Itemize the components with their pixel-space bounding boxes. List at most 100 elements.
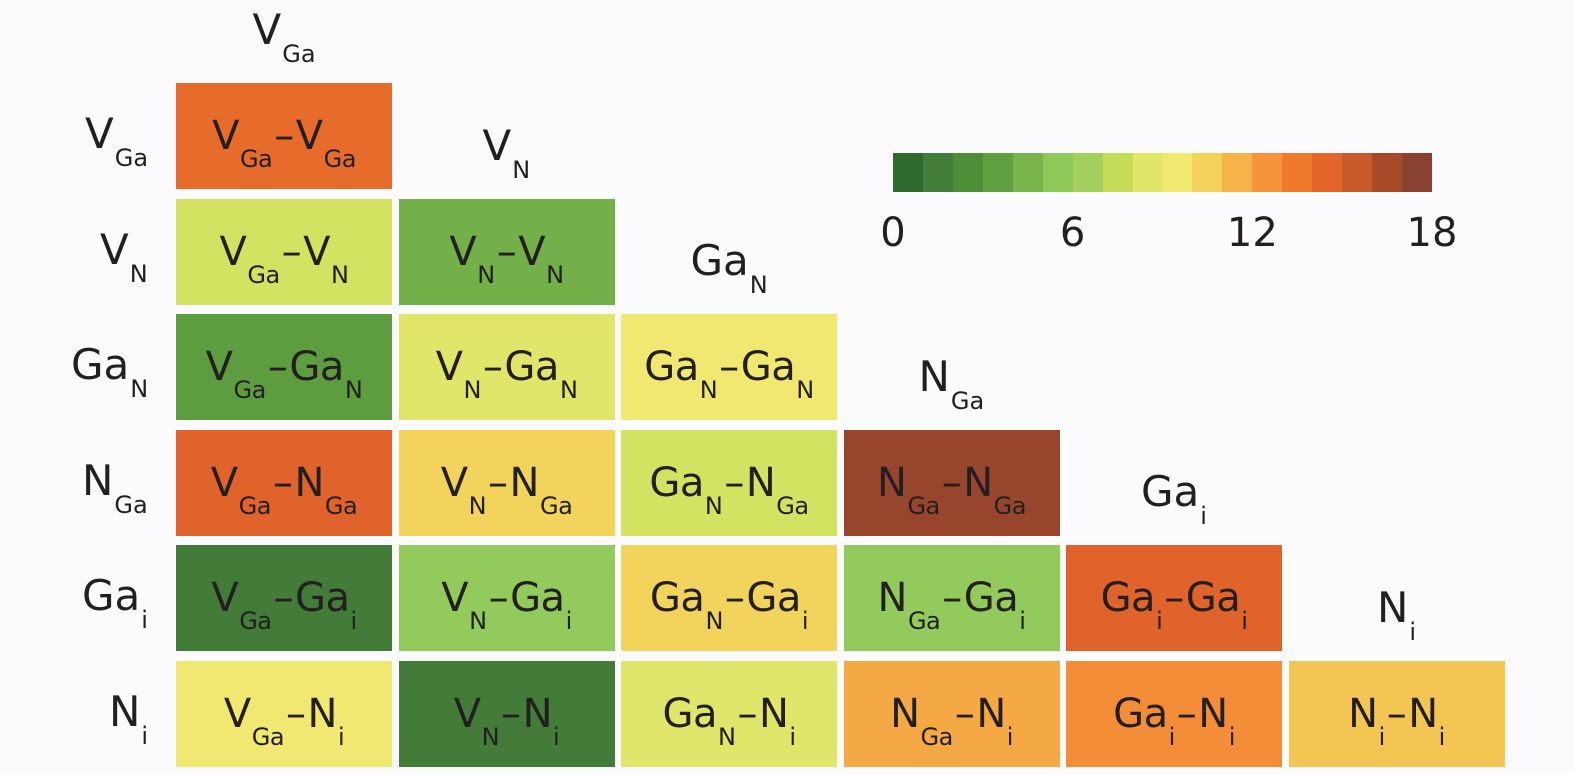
column-label-subscript: N [749,271,768,299]
cell-label: GaN–NGa [649,459,809,520]
cell-right-species-base: N [758,690,789,737]
heatmap-cell-Gai-Gai: Gai–Gai [1066,545,1282,651]
cell-left-species-base: V [210,459,238,506]
column-label-VGa: VGa [252,5,316,68]
heatmap-cell-Gai-VGa: VGa–Gai [176,545,392,651]
row-label-base: V [85,109,114,158]
row-label-subscript: N [129,259,148,288]
cell-label: NGa–NGa [877,459,1026,520]
cell-right-species-subscript: N [344,376,363,404]
cell-left-species-subscript: Ga [238,491,272,520]
cell-left-species-base: N [877,459,907,506]
cell-left-species-subscript: i [1168,722,1176,751]
pair-dash: – [724,459,744,506]
cell-left-species-subscript: N [477,260,495,289]
cell-right-species-subscript: i [1438,722,1446,751]
row-label-subscript: i [141,721,149,750]
heatmap-cell-Ni-NGa: NGa–Ni [843,660,1060,767]
column-label-subscript: Ga [950,386,985,415]
cell-right-species-subscript: Ga [323,145,357,173]
heatmap-cell-Ni-GaN: GaN–Ni [621,660,837,767]
cell-right-species-base: N [509,459,540,506]
colorbar-swatch-6 [1072,153,1103,192]
cell-left-species-base: V [212,113,239,159]
pair-dash: – [286,690,306,737]
pair-dash: – [267,344,288,390]
heatmap-cell-Ni-Ni: Ni–Ni [1288,660,1505,767]
cell-right-species-subscript: i [789,722,796,751]
pair-dash: – [724,575,745,621]
pair-dash: – [488,459,508,506]
heatmap-cell-Ni-VN: VN–Ni [398,660,615,767]
colorbar-swatch-15 [1342,153,1372,192]
cell-left-species-base: V [205,344,233,390]
cell-label: VN–Gai [441,575,572,635]
cell-right-species-base: Ga [746,575,801,621]
cell-right-species-base: N [963,459,993,506]
cell-left-species-base: V [435,344,463,390]
cell-left-species-base: V [211,575,239,621]
cell-left-species-subscript: N [468,491,487,520]
pair-dash: – [1176,690,1197,737]
cell-right-species-base: V [295,113,323,159]
colorbar-tick-18: 18 [1406,210,1458,256]
cell-left-species-base: Ga [649,459,704,506]
cell-label: VGa–VN [219,228,349,289]
column-label-subscript: N [512,155,531,184]
cell-left-species-subscript: N [463,376,481,404]
column-label-base: Ga [1141,467,1200,516]
cell-right-species-subscript: N [559,376,578,404]
colorbar-swatch-16 [1372,153,1402,192]
pair-dash: – [281,228,302,275]
cell-label: NGa–Ni [890,691,1013,751]
column-label-base: V [252,5,282,54]
cell-label: GaN–GaN [644,344,814,404]
cell-label: GaN–Ni [662,690,796,751]
cell-label: VN–VN [449,229,564,289]
pair-dash: – [1386,690,1407,737]
cell-label: VGa–VGa [212,113,356,173]
colorbar-tick-0: 0 [880,210,906,256]
cell-right-species-subscript: N [546,260,564,289]
cell-left-species-subscript: Ga [907,491,940,520]
row-label-VGa: VGa [85,109,148,172]
column-label-base: V [482,120,512,170]
cell-left-species-base: V [441,575,469,621]
cell-right-species-subscript: i [1228,722,1236,751]
column-label-base: N [918,351,950,401]
heatmap-cell-GaN-VGa: VGa–GaN [176,314,392,420]
cell-left-species-base: N [1348,690,1378,737]
heatmap-cell-Gai-NGa: NGa–Gai [843,545,1060,651]
pair-dash: – [274,113,294,159]
cell-label: VGa–Gai [211,575,357,635]
cell-left-species-subscript: Ga [239,145,273,173]
row-label-Ni: Ni [109,687,148,750]
colorbar-swatch-13 [1282,153,1313,192]
row-label-Gai: Gai [82,571,148,634]
row-label-NGa: NGa [82,456,148,519]
cell-right-species-base: Ga [740,344,796,390]
cell-right-species-subscript: Ga [993,491,1027,520]
row-label-subscript: Ga [114,490,148,519]
cell-label: Gai–Ni [1113,690,1235,751]
colorbar-swatch-8 [1132,153,1163,192]
cell-label: GaN–Gai [650,575,809,635]
cell-right-species-subscript: Ga [324,491,358,520]
cell-left-species-base: Ga [1113,690,1168,737]
cell-right-species-base: N [294,459,324,506]
heatmap-cell-NGa-NGa: NGa–NGa [843,429,1060,536]
column-label-subscript: Ga [282,40,316,68]
heatmap-cell-VN-VN: VN–VN [398,198,615,305]
colorbar-swatch-9 [1162,153,1193,192]
cell-right-species-base: N [522,690,553,737]
cell-left-species-subscript: N [704,491,723,520]
cell-right-species-subscript: i [1241,607,1248,635]
heatmap-cell-NGa-VGa: VGa–NGa [176,429,392,536]
colorbar-swatch-0 [893,153,923,192]
heatmap-cell-VN-VGa: VGa–VN [176,198,392,305]
column-label-base: Ga [690,236,749,285]
cell-left-species-subscript: N [481,722,500,751]
cell-right-species-base: Ga [510,575,565,621]
colorbar-swatch-14 [1312,153,1343,192]
